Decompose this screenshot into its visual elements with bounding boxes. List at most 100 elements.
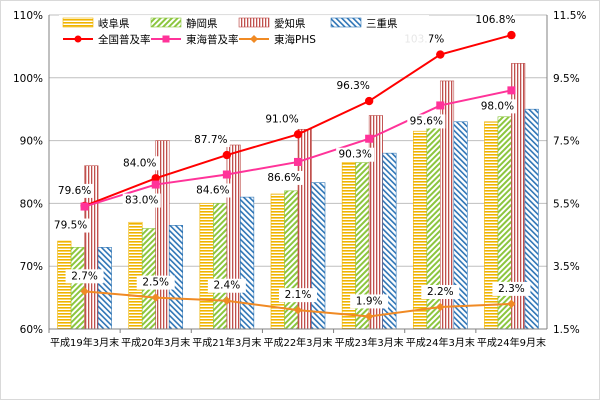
series-point-diamond	[80, 287, 89, 296]
data-label: 84.6%	[193, 183, 232, 198]
legend-label: 東海PHS	[274, 33, 316, 46]
data-label-bg	[478, 99, 517, 114]
data-label: 87.7%	[191, 133, 230, 148]
data-label-text: 83.0%	[125, 195, 158, 207]
data-label: 86.6%	[265, 170, 303, 185]
series-point-circle	[222, 150, 232, 160]
bar-diagonal-left	[524, 108, 539, 330]
legend-marker-circle	[74, 35, 82, 43]
left-axis-tick: 100%	[13, 73, 43, 85]
series-point-square	[151, 180, 160, 189]
data-label-text: 86.6%	[267, 172, 300, 184]
legend-swatch-horizontal	[62, 17, 94, 28]
data-label-text: 1.9%	[356, 295, 383, 307]
data-label: 2.1%	[279, 288, 317, 303]
right-axis-tick: 7.5%	[553, 136, 580, 148]
axes: 60% 70% 80% 90% 100% 110% 1.5% 3.5% 5.5% 7.5% 9.5%…	[13, 10, 586, 349]
data-label-bg	[120, 156, 159, 171]
data-label-bg	[122, 193, 161, 208]
data-label-text: 2.5%	[142, 277, 169, 289]
line-group: 79.6%84.0%87.7%91.0%96.3%103.7%106.8%79.…	[51, 13, 531, 321]
x-axis-label: 平成24年3月末	[406, 336, 475, 349]
legend-marker-diamond	[250, 35, 258, 43]
data-label-text: 2.7%	[71, 270, 98, 282]
bar-group	[57, 63, 539, 330]
data-label-bg	[191, 133, 230, 148]
series-point-diamond	[436, 302, 445, 312]
left-axis-tick: 70%	[20, 261, 43, 273]
data-label: 2.2%	[421, 285, 460, 300]
data-label-text: 2.4%	[214, 280, 241, 292]
data-label: 98.0%	[478, 99, 517, 114]
x-axis-label: 平成24年9月末	[477, 336, 546, 349]
data-label-bg	[51, 218, 90, 233]
data-label-text: 79.5%	[54, 220, 87, 232]
legend-label: 東海普及率	[186, 33, 239, 46]
legend-label: 岐阜県	[98, 17, 130, 30]
series-point-diamond	[507, 299, 516, 309]
data-label-text: 2.1%	[285, 289, 312, 301]
bar-diagonal-right	[497, 116, 512, 330]
data-label-bg	[65, 269, 104, 284]
series-point-square	[507, 86, 516, 95]
data-label-bg	[407, 114, 446, 129]
bar-horizontal	[57, 240, 72, 330]
left-axis-tick: 60%	[20, 324, 43, 336]
bar-horizontal	[199, 203, 214, 330]
series-point-diamond	[364, 312, 374, 321]
data-label-bg	[55, 183, 94, 198]
data-label: 96.3%	[334, 79, 373, 94]
legend-label: 愛知県	[274, 17, 306, 30]
data-label-text: 87.7%	[194, 134, 227, 146]
data-label-bg	[334, 79, 373, 94]
series-point-square	[294, 157, 302, 166]
data-label-text: 91.0%	[265, 113, 298, 125]
data-label-bg	[136, 275, 175, 290]
data-label-text: 79.6%	[58, 185, 91, 197]
series-point-diamond	[222, 296, 232, 305]
bar-horizontal	[412, 130, 428, 330]
series-point-diamond	[293, 305, 303, 315]
legend-marker-square	[162, 35, 170, 43]
right-axis-tick: 11.5%	[553, 10, 586, 22]
data-label-text: 90.3%	[338, 149, 371, 161]
legend-label: 静岡県	[186, 17, 218, 30]
data-label-text: 2.3%	[498, 283, 525, 295]
series-point-circle	[364, 96, 374, 106]
data-label-bg	[193, 183, 232, 198]
data-label: 2.4%	[207, 278, 246, 293]
x-axis-label: 平成23年3月末	[335, 336, 404, 349]
left-axis-tick: 90%	[20, 136, 43, 148]
right-axis-tick: 9.5%	[553, 73, 580, 85]
series-point-circle	[293, 130, 303, 139]
series-point-circle	[151, 174, 160, 183]
legend-label: 全国普及率	[98, 33, 151, 46]
data-label: 106.8%	[475, 13, 515, 28]
legend-swatch-diagonal-right	[150, 17, 182, 28]
data-label: 84.0%	[120, 156, 159, 171]
data-label-bg	[336, 147, 375, 162]
data-label-bg	[350, 294, 389, 309]
series-point-square	[436, 101, 445, 110]
bar-horizontal	[484, 121, 499, 330]
left-axis-tick: 80%	[20, 198, 43, 210]
data-label: 79.6%	[55, 183, 94, 198]
series-point-circle	[436, 50, 445, 59]
right-axis-tick: 1.5%	[553, 324, 580, 336]
left-axis-tick: 110%	[13, 10, 43, 22]
right-axis-tick: 3.5%	[553, 261, 580, 273]
data-label: 2.3%	[492, 281, 531, 296]
bar-diagonal-right	[213, 203, 228, 330]
data-label-text: 96.3%	[336, 80, 369, 92]
data-label: 2.5%	[136, 275, 175, 290]
data-label: 90.3%	[336, 147, 375, 162]
data-label-text: 95.6%	[410, 115, 443, 127]
legend-swatch-diagonal-left	[330, 17, 362, 28]
x-axis-label: 平成20年3月末	[121, 336, 190, 349]
data-label-bg	[421, 285, 460, 300]
data-label-bg	[263, 112, 301, 127]
data-label: 91.0%	[263, 112, 301, 127]
